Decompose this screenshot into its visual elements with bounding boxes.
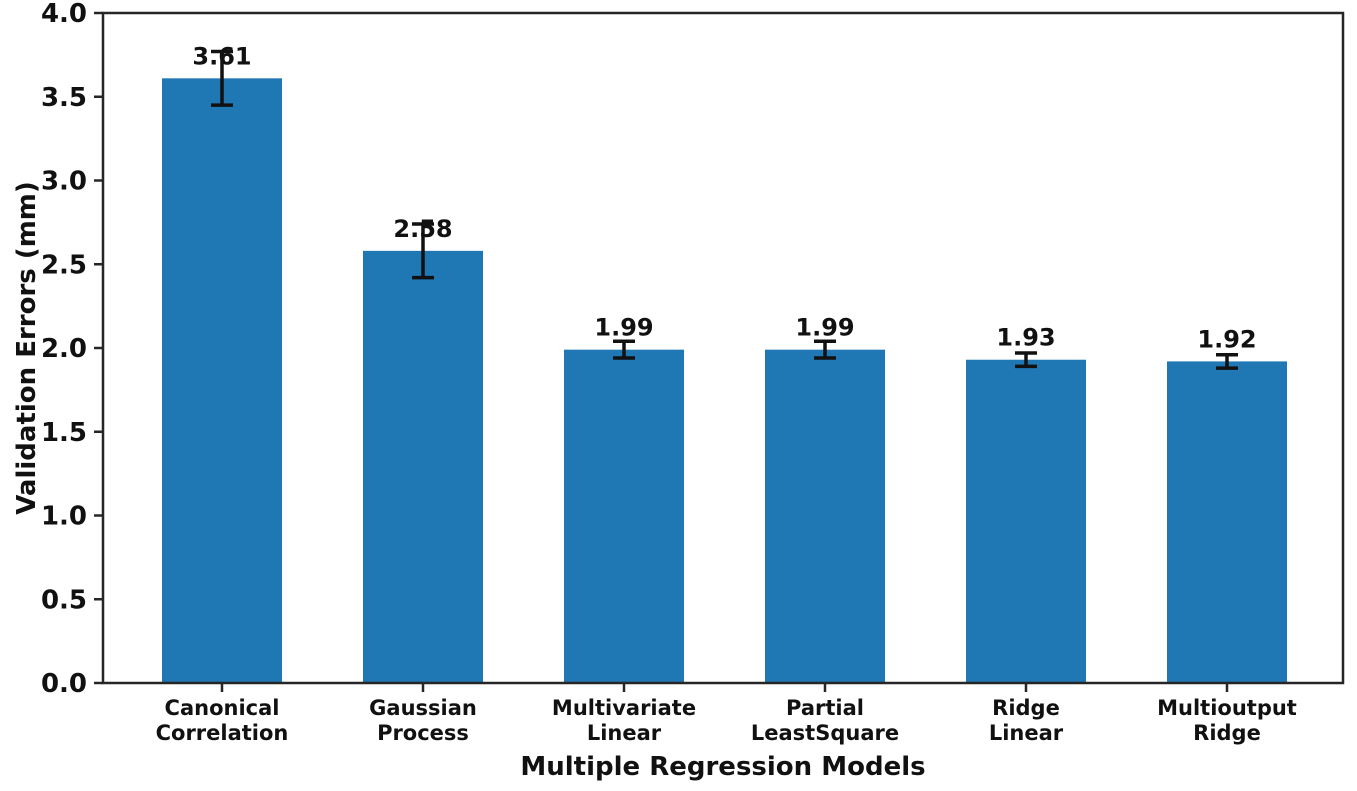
bar-value-label: 1.99 [795, 314, 854, 342]
x-axis-label: Multiple Regression Models [520, 752, 925, 782]
y-tick-label: 0.5 [41, 585, 87, 615]
y-tick-label: 1.0 [41, 502, 87, 532]
x-tick-label: Gaussian Process [369, 696, 477, 745]
y-tick-label: 3.0 [41, 167, 87, 197]
bar-partial-leastsquare [765, 349, 885, 683]
x-tick-label: Multivariate Linear [552, 696, 696, 745]
x-tick-label: Partial LeastSquare [751, 696, 899, 745]
bar-value-label: 2.58 [393, 215, 452, 243]
plot-area-border [101, 11, 1345, 685]
bar-value-label: 1.92 [1197, 325, 1256, 353]
x-tick-label: Multioutput Ridge [1157, 696, 1297, 745]
bar-value-label: 1.93 [996, 324, 1055, 352]
bar-gaussian-process [363, 250, 483, 683]
x-tick-label: Ridge Linear [989, 696, 1064, 745]
bar-ridge-linear [966, 359, 1086, 683]
bar-multioutput-ridge [1167, 361, 1287, 683]
y-tick-label: 2.0 [41, 334, 87, 364]
y-tick-label: 0.0 [41, 669, 87, 699]
y-tick-label: 3.5 [41, 83, 87, 113]
y-tick-label: 2.5 [41, 250, 87, 280]
bar-value-label: 3.61 [192, 42, 251, 70]
y-tick-label: 4.0 [41, 0, 87, 29]
bar-value-label: 1.99 [594, 314, 653, 342]
bar-canonical-correlation [162, 78, 282, 683]
x-tick-label: Canonical Correlation [156, 696, 289, 745]
bar-multivariate-linear [564, 349, 684, 683]
y-tick-label: 1.5 [41, 418, 87, 448]
y-axis-label: Validation Errors (mm) [12, 181, 42, 515]
